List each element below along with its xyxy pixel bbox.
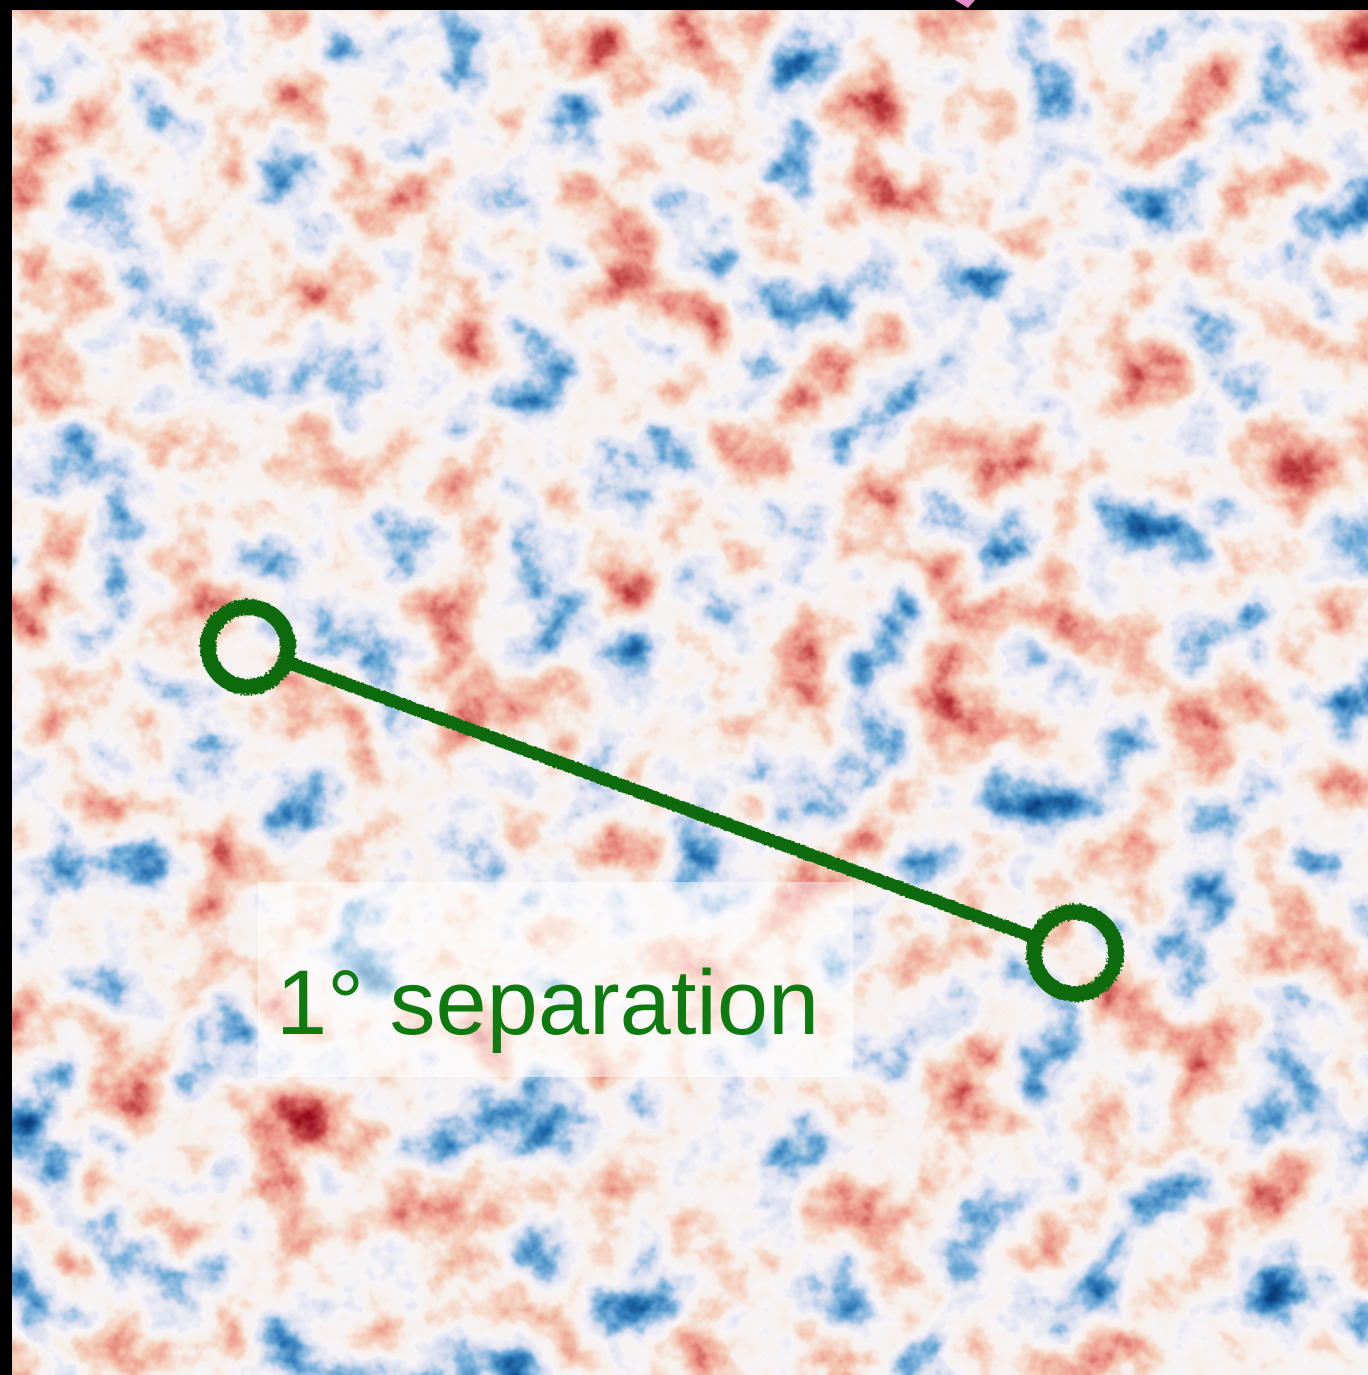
separation-label: 1° separation: [276, 952, 819, 1054]
figure: 1° separation: [0, 0, 1368, 1375]
sky-map: [12, 10, 1368, 1375]
page: 1° separation (() => { const data = JSON…: [0, 0, 1368, 1375]
